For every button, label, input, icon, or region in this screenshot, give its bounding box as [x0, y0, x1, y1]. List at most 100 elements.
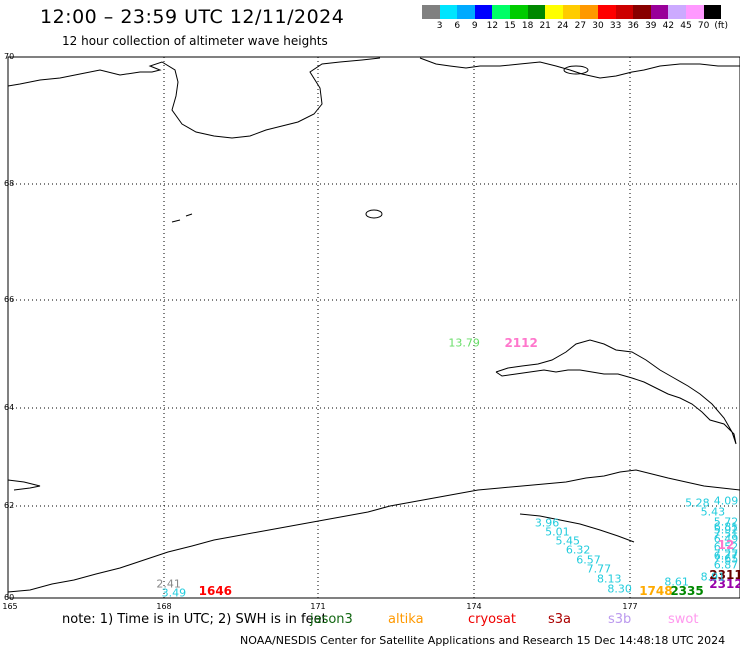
colorbar-tick-label: 33: [609, 21, 622, 31]
latitude-label: 60: [4, 593, 15, 602]
colorbar-swatch: [703, 5, 722, 19]
colorbar-swatch: [615, 5, 634, 19]
wave-height-label: 6.77: [713, 549, 739, 563]
latitude-label: 64: [4, 403, 15, 412]
colorbar-swatch: [527, 5, 546, 19]
wave-height-label: 3.49: [161, 586, 187, 600]
wave-height-label: 5.01: [545, 525, 570, 539]
colorbar-swatch: [457, 5, 475, 19]
satellite-legend-item: s3a: [548, 612, 572, 627]
graticule-lines: [8, 56, 740, 599]
colorbar-swatch: [668, 5, 686, 19]
latitude-label: 70: [4, 52, 15, 61]
latitude-label: 62: [4, 501, 15, 510]
colorbar-tick-label: 30: [592, 21, 604, 31]
wave-height-label: 7.77: [586, 562, 612, 576]
colorbar-tick-label: 18: [521, 21, 534, 31]
colorbar-swatch: [439, 5, 458, 19]
wave-height-label: 2.41: [156, 577, 181, 591]
colorbar-swatch: [545, 5, 563, 19]
island-north: [563, 65, 589, 75]
wave-height-label: 5.28: [685, 496, 710, 510]
island-small: [365, 209, 383, 219]
wave-height-label: 5.43: [700, 505, 726, 519]
page-title: 12:00 – 23:59 UTC 12/11/2024: [40, 6, 345, 28]
colorbar-swatch: [597, 5, 616, 19]
colorbar-tick-labels: 3 6 9 12 15 18 21 24 27 30 33 36 39 42 45 70 (ft): [422, 21, 740, 33]
satellite-legend-item: cryosat: [468, 612, 516, 627]
wave-height-label: 8.30: [607, 582, 632, 596]
colorbar-tick-label: 70: [697, 21, 710, 31]
coastline-chukotka-east: [419, 57, 740, 79]
longitude-label: 177: [622, 602, 638, 611]
wave-height-label: 8.61: [664, 575, 689, 589]
latitude-label: 66: [4, 295, 15, 304]
wave-height-label: 6.32: [565, 543, 591, 557]
map-frame: [7, 56, 740, 599]
colorbar-tick-label: 21: [539, 21, 551, 31]
wave-height-label: 1646: [198, 584, 233, 599]
colorbar-swatch: [474, 5, 493, 19]
colorbar-swatch: [562, 5, 581, 19]
colorbar-swatch: [492, 5, 510, 19]
colorbar-tick-label: 42: [662, 21, 675, 31]
colorbar-tick-label: 39: [645, 21, 657, 31]
colorbar-tick-label: (ft): [714, 21, 728, 31]
coastlines: [7, 57, 740, 593]
wave-height-label: 8.91: [700, 570, 726, 584]
colorbar-tick-label: 15: [504, 21, 516, 31]
wave-height-label: 5.72: [713, 515, 739, 529]
satellite-legend-item: jason3: [310, 612, 353, 627]
coastline-chukotka-north: [7, 57, 381, 139]
wave-height-label: 6.52: [713, 540, 739, 554]
wave-height-label: 2112: [504, 336, 538, 351]
satellite-legend-item: swot: [668, 612, 699, 627]
wave-height-label: 2311: [709, 568, 740, 582]
colorbar-tick-label: 12: [486, 21, 499, 31]
colorbar-swatch: [685, 5, 704, 19]
wave-height-label: 7.27: [713, 547, 739, 561]
colorbar-swatch: [422, 5, 440, 19]
colorbar-tick-label: 24: [557, 21, 569, 31]
coastline-alaska-south: [7, 469, 740, 593]
wave-height-label: 1748: [639, 584, 673, 599]
colorbar-swatch: [509, 5, 528, 19]
footer-note: note: 1) Time is in UTC; 2) SWH is in fe…: [62, 612, 327, 627]
satellite-legend-item: altika: [388, 612, 424, 627]
longitude-label: 168: [156, 602, 172, 611]
wave-height-label: 4.09: [713, 494, 739, 508]
colorbar-swatch: [580, 5, 598, 19]
satellite-legend-item: s3b: [608, 612, 632, 627]
colorbar-swatch: [633, 5, 651, 19]
wave-height-label: 8.13: [597, 572, 622, 586]
wave-height-label: 6.57: [576, 553, 601, 567]
wave-height-label: 2312: [709, 577, 740, 592]
longitude-label: 174: [466, 602, 482, 611]
wave-height-label: 3.96: [534, 516, 560, 530]
wave-height-label: 7.51: [713, 527, 739, 541]
colorbar-tick-label: 27: [574, 21, 587, 31]
longitude-label: 165: [2, 602, 18, 611]
wave-height-label: 7.65: [713, 552, 739, 566]
longitude-label: 171: [310, 602, 326, 611]
latitude-label: 68: [4, 179, 15, 188]
colorbar-swatch: [650, 5, 669, 19]
wave-height-label: 12: [717, 538, 735, 553]
wave-height-label: 6.81: [713, 520, 739, 534]
colorbar-tick-label: 36: [627, 21, 639, 31]
wave-height-label: 13.79: [448, 336, 480, 350]
wave-height-colorbar: [422, 5, 722, 19]
coastline-bay: [7, 479, 41, 491]
colorbar-tick-label: 3: [436, 21, 443, 31]
wave-height-label: 6.87: [713, 558, 739, 572]
colorbar-tick-label: 9: [471, 21, 478, 31]
islets: [171, 213, 193, 223]
wave-height-label: 5.92: [713, 523, 739, 537]
colorbar-tick-label: 45: [680, 21, 692, 31]
footer-credit: NOAA/NESDIS Center for Satellite Applica…: [240, 634, 726, 647]
wave-height-label: 6.49: [713, 532, 739, 546]
coastline-seward-peninsula: [495, 339, 737, 445]
wave-height-label: 5.45: [555, 534, 581, 548]
page-subtitle: 12 hour collection of altimeter wave hei…: [62, 34, 328, 48]
